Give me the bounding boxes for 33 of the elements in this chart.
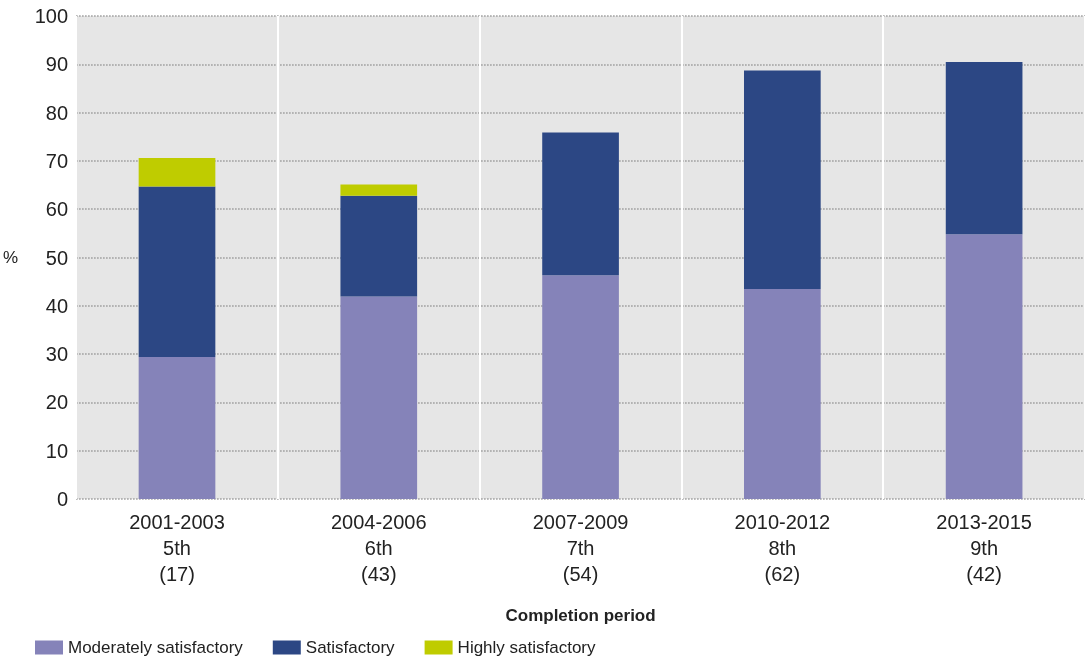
bar (744, 70, 821, 289)
bar (138, 357, 216, 499)
bar (138, 158, 216, 187)
y-axis-title: % (2, 248, 19, 267)
y-tick-label: 60 (45, 198, 69, 221)
bar (542, 132, 619, 276)
y-tick-label: 0 (56, 488, 69, 510)
y-tick-label: 90 (45, 53, 69, 76)
x-tick-label: 2004-2006 6th (43) (330, 511, 427, 585)
y-tick-label: 50 (45, 246, 69, 269)
bar (945, 61, 1023, 235)
x-tick-label: 2007-2009 7th (54) (532, 511, 629, 585)
y-tick-label: 20 (45, 391, 69, 414)
y-tick-label: 100 (34, 5, 69, 27)
y-tick-label: 80 (45, 101, 69, 124)
y-tick-label: 30 (45, 343, 69, 366)
bar (340, 195, 418, 297)
x-tick-label: 2010-2012 8th (62) (734, 511, 831, 585)
legend-label: Moderately satisfactory (68, 638, 244, 657)
legend-label: Satisfactory (305, 638, 396, 657)
x-tick-label: 2001-2003 5th (17) (129, 511, 225, 585)
x-axis-title: Completion period (505, 606, 656, 625)
bar (945, 234, 1023, 499)
legend-label: Highly satisfactory (457, 638, 597, 657)
bar (138, 186, 216, 357)
x-tick-label: 2013-2015 9th (42) (936, 511, 1032, 585)
bar (542, 275, 619, 499)
bar (340, 184, 418, 196)
y-tick-label: 10 (45, 439, 69, 462)
bar (340, 296, 418, 499)
bar (744, 288, 821, 499)
y-tick-label: 40 (45, 294, 69, 317)
y-tick-label: 70 (45, 149, 69, 172)
